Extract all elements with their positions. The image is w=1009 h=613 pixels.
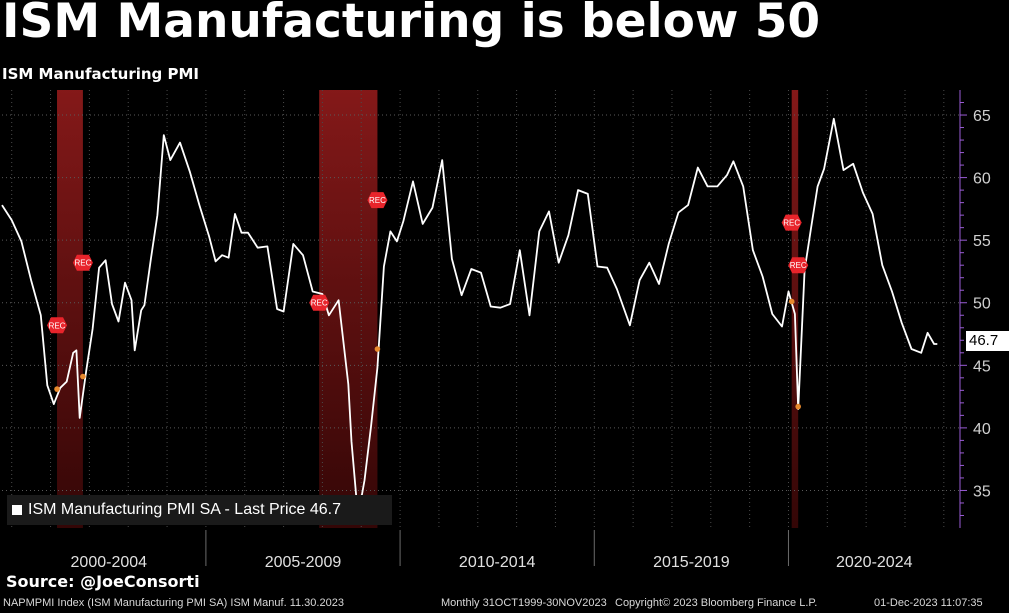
legend-label: ISM Manufacturing PMI SA - Last Price 46… bbox=[28, 501, 342, 518]
recession-band bbox=[791, 90, 799, 528]
y-tick-label: 65 bbox=[973, 108, 991, 125]
y-tick-label: 35 bbox=[973, 483, 991, 500]
y-tick-label: 50 bbox=[973, 296, 991, 313]
rec-badge-shape bbox=[788, 257, 809, 274]
y-tick-label: 40 bbox=[973, 421, 991, 438]
pmi-series-line bbox=[1, 117, 938, 518]
recession-marker bbox=[788, 298, 795, 305]
y-tick-label: 45 bbox=[973, 358, 991, 375]
rec-badge: REC bbox=[367, 192, 388, 209]
rec-badge: REC bbox=[781, 214, 802, 231]
rec-badge-label: REC bbox=[311, 299, 328, 308]
rec-badge-layer: REC REC REC REC REC REC bbox=[47, 192, 809, 334]
x-period-label: 2010-2014 bbox=[459, 554, 536, 571]
recession-band bbox=[57, 90, 83, 528]
series-line-layer bbox=[1, 117, 938, 518]
chart-legend: ISM Manufacturing PMI SA - Last Price 46… bbox=[7, 495, 392, 525]
y-axis-layer: 35 40 45 50 55 60 65 bbox=[959, 90, 991, 528]
footer-range: Monthly 31OCT1999-30NOV2023 bbox=[441, 597, 607, 609]
source-credit: Source: @JoeConsorti bbox=[6, 572, 200, 591]
x-period-label: 2020-2024 bbox=[836, 554, 913, 571]
grid-layer bbox=[2, 90, 960, 528]
legend-swatch bbox=[12, 505, 22, 515]
rec-badge-label: REC bbox=[790, 261, 807, 270]
x-period-label: 2005-2009 bbox=[265, 554, 342, 571]
x-period-label: 2015-2019 bbox=[653, 554, 730, 571]
chart-headline: ISM Manufacturing is below 50 bbox=[2, 0, 821, 49]
recession-marker bbox=[54, 386, 60, 392]
rec-badge: REC bbox=[47, 317, 68, 334]
rec-badge-label: REC bbox=[783, 219, 800, 228]
rec-badge: REC bbox=[788, 257, 809, 274]
y-tick-label: 55 bbox=[973, 233, 991, 250]
footer-timestamp: 01-Dec-2023 11:07:35 bbox=[874, 597, 983, 609]
chart-subtitle: ISM Manufacturing PMI bbox=[2, 65, 200, 83]
rec-badge-shape bbox=[47, 317, 68, 334]
rec-badge-label: REC bbox=[74, 259, 91, 268]
rec-badge-shape bbox=[781, 214, 802, 231]
rec-badge: REC bbox=[309, 294, 330, 311]
rec-badge-shape bbox=[309, 294, 330, 311]
recession-marker bbox=[795, 403, 801, 410]
y-tick-label: 60 bbox=[973, 171, 991, 188]
rec-badge-shape bbox=[72, 254, 93, 271]
recession-marker bbox=[80, 373, 86, 380]
marker-layer bbox=[54, 298, 801, 410]
x-axis-layer: 2000-2004 2005-2009 2010-2014 2015-2019 2020… bbox=[71, 530, 913, 571]
rec-badge: REC bbox=[72, 254, 93, 271]
footer-copyright: Copyright© 2023 Bloomberg Finance L.P. bbox=[615, 597, 818, 609]
rec-badge-shape bbox=[367, 192, 388, 209]
recession-marker bbox=[374, 346, 381, 352]
rec-badge-label: REC bbox=[369, 196, 386, 205]
x-period-label: 2000-2004 bbox=[71, 554, 148, 571]
recession-shading-layer bbox=[57, 90, 799, 528]
footer-ticker: NAPMPMI Index (ISM Manufacturing PMI SA)… bbox=[3, 597, 344, 609]
last-value-label: 46.7 bbox=[966, 331, 1009, 351]
rec-badge-label: REC bbox=[49, 321, 66, 330]
